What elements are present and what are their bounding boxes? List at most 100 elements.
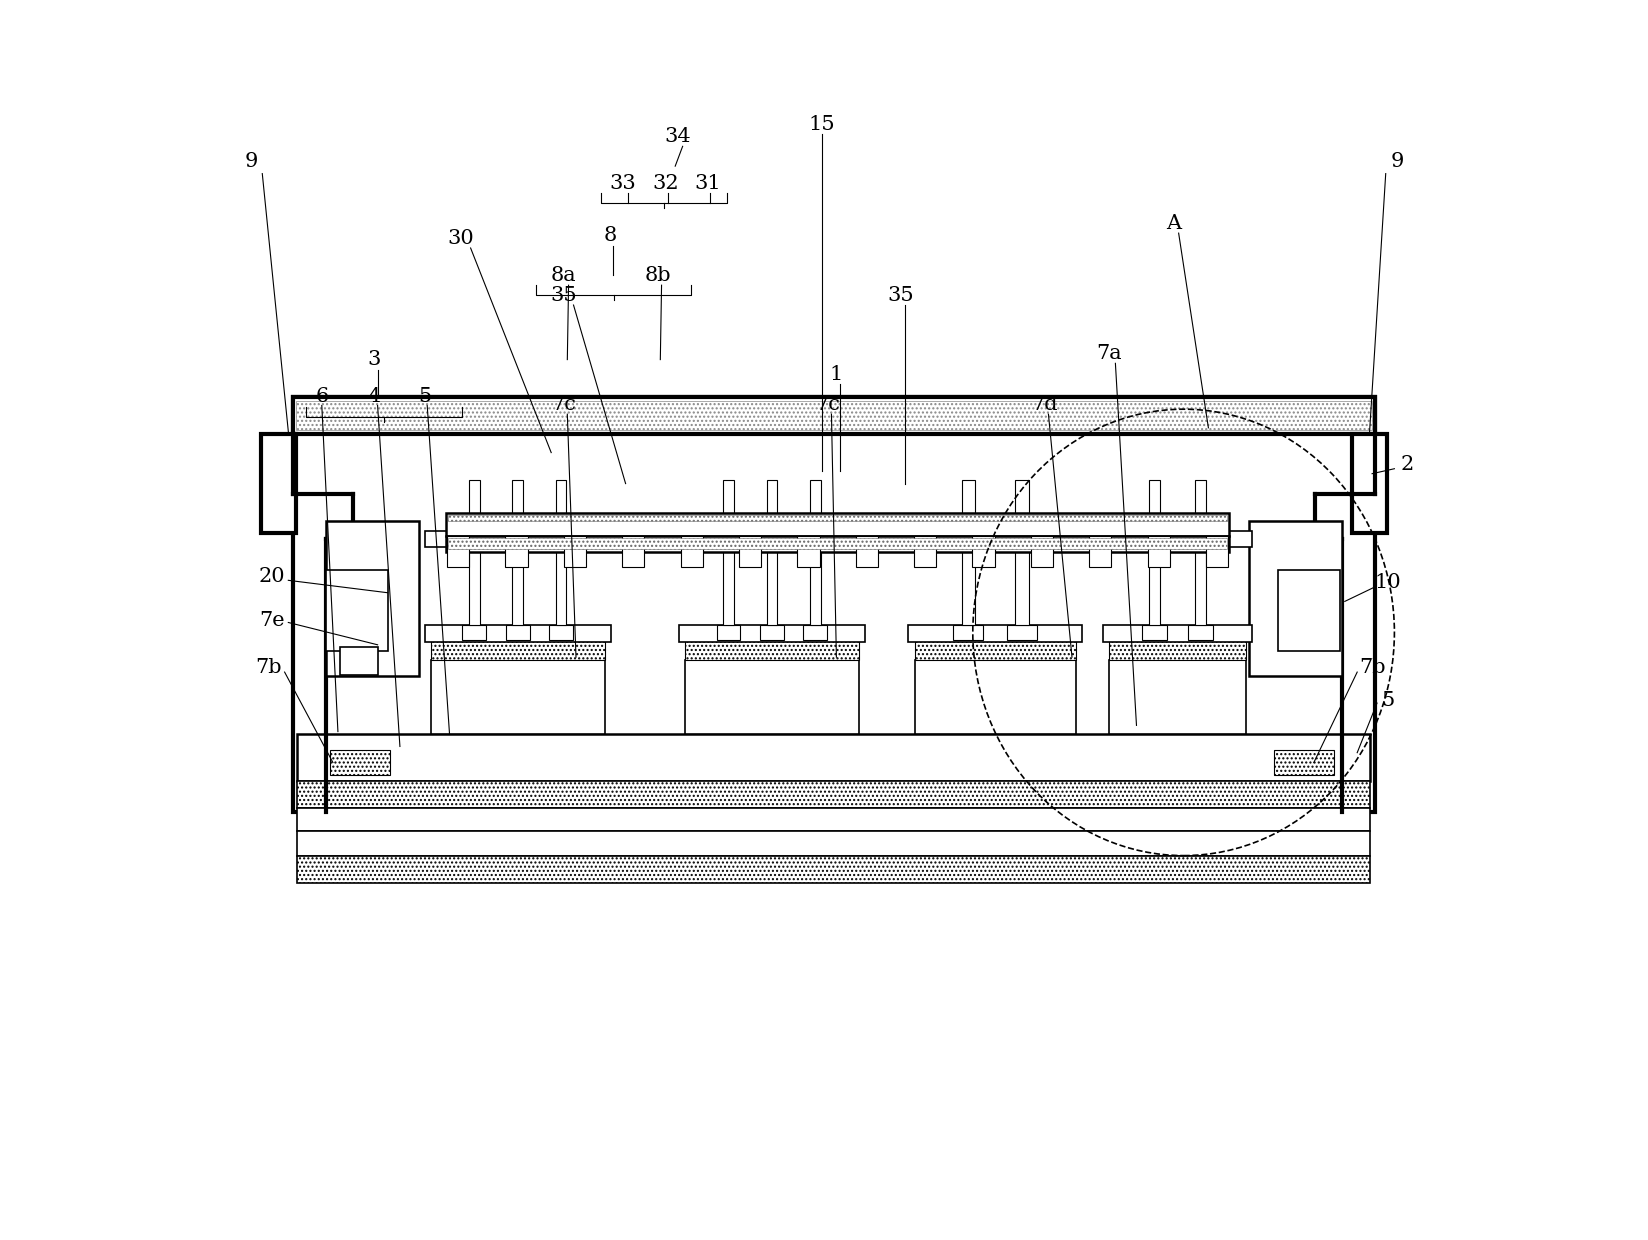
Bar	[326, 570, 387, 651]
Bar	[513, 544, 522, 625]
Bar	[717, 529, 740, 544]
Bar	[506, 536, 527, 567]
Bar	[425, 625, 611, 642]
Bar	[430, 640, 605, 660]
Bar	[447, 536, 470, 567]
Text: 2: 2	[1401, 455, 1414, 475]
Bar	[1015, 480, 1028, 529]
Bar	[1142, 625, 1167, 640]
Bar	[686, 640, 859, 660]
Bar	[1149, 480, 1160, 529]
Text: 6: 6	[315, 387, 328, 407]
Bar	[915, 660, 1076, 734]
Bar	[295, 401, 1373, 430]
Bar	[1089, 536, 1111, 567]
Bar	[1109, 640, 1246, 660]
Bar	[1206, 536, 1228, 567]
Bar	[686, 660, 859, 734]
Bar	[679, 531, 865, 547]
Text: 9: 9	[244, 151, 257, 171]
Bar	[766, 544, 778, 625]
Text: 33: 33	[610, 174, 636, 193]
Bar	[855, 536, 878, 567]
Bar	[738, 536, 761, 567]
Bar	[293, 397, 1374, 812]
Text: 3: 3	[368, 350, 381, 370]
Bar	[448, 538, 1228, 549]
Bar	[260, 434, 295, 533]
Bar	[331, 750, 391, 775]
Bar	[549, 625, 574, 640]
Bar	[679, 625, 865, 642]
Text: 7c: 7c	[816, 394, 840, 414]
Bar	[555, 544, 567, 625]
Text: 7b: 7b	[255, 657, 282, 677]
Bar	[1274, 750, 1333, 775]
Text: 7d: 7d	[1032, 394, 1058, 414]
Bar	[425, 531, 611, 547]
Text: 8a: 8a	[550, 265, 577, 285]
Text: 35: 35	[550, 285, 577, 305]
Bar	[1277, 570, 1340, 651]
Bar	[798, 536, 819, 567]
Bar	[448, 515, 1228, 521]
Bar	[1109, 660, 1246, 734]
Bar	[908, 625, 1083, 642]
Bar	[809, 480, 821, 529]
Bar	[954, 529, 982, 544]
Bar	[1007, 529, 1037, 544]
Text: 7e: 7e	[259, 610, 285, 630]
Bar	[623, 536, 644, 567]
Text: 34: 34	[664, 126, 691, 146]
Bar	[915, 640, 1076, 660]
Bar	[803, 529, 827, 544]
Text: 31: 31	[694, 174, 720, 193]
Bar	[1195, 544, 1206, 625]
Bar	[297, 831, 1369, 856]
Bar	[915, 536, 936, 567]
Text: A: A	[1167, 213, 1182, 233]
Text: 35: 35	[888, 285, 915, 305]
Bar	[326, 521, 419, 676]
Bar	[954, 625, 982, 640]
Bar	[555, 480, 567, 529]
Bar	[803, 625, 827, 640]
Bar	[297, 856, 1369, 883]
Bar	[760, 529, 784, 544]
Bar	[463, 625, 486, 640]
Bar	[447, 513, 1229, 536]
Bar	[961, 544, 976, 625]
Bar	[1015, 544, 1028, 625]
Text: 30: 30	[447, 228, 475, 248]
Text: 9: 9	[1391, 151, 1404, 171]
Text: 20: 20	[259, 567, 285, 587]
Bar	[723, 544, 733, 625]
Text: 5: 5	[419, 387, 432, 407]
Text: 1: 1	[829, 365, 844, 384]
Bar	[766, 480, 778, 529]
Text: 4: 4	[368, 387, 381, 407]
Bar	[463, 529, 486, 544]
Bar	[961, 480, 976, 529]
Bar	[1249, 521, 1343, 676]
Bar	[1353, 434, 1388, 533]
Bar	[1195, 480, 1206, 529]
Text: 5: 5	[1381, 691, 1394, 711]
Bar	[1030, 536, 1053, 567]
Text: 8b: 8b	[644, 265, 671, 285]
Bar	[1188, 529, 1213, 544]
Bar	[506, 529, 529, 544]
Bar	[297, 808, 1369, 831]
Bar	[723, 480, 733, 529]
Bar	[506, 625, 529, 640]
Text: 10: 10	[1374, 573, 1401, 593]
Bar	[564, 536, 587, 567]
Text: 7c: 7c	[550, 394, 577, 414]
Bar	[297, 734, 1369, 781]
Bar	[1149, 544, 1160, 625]
Text: 7a: 7a	[1096, 343, 1122, 363]
Bar	[1103, 625, 1252, 642]
Bar	[1142, 529, 1167, 544]
Bar	[717, 625, 740, 640]
Bar	[908, 531, 1083, 547]
